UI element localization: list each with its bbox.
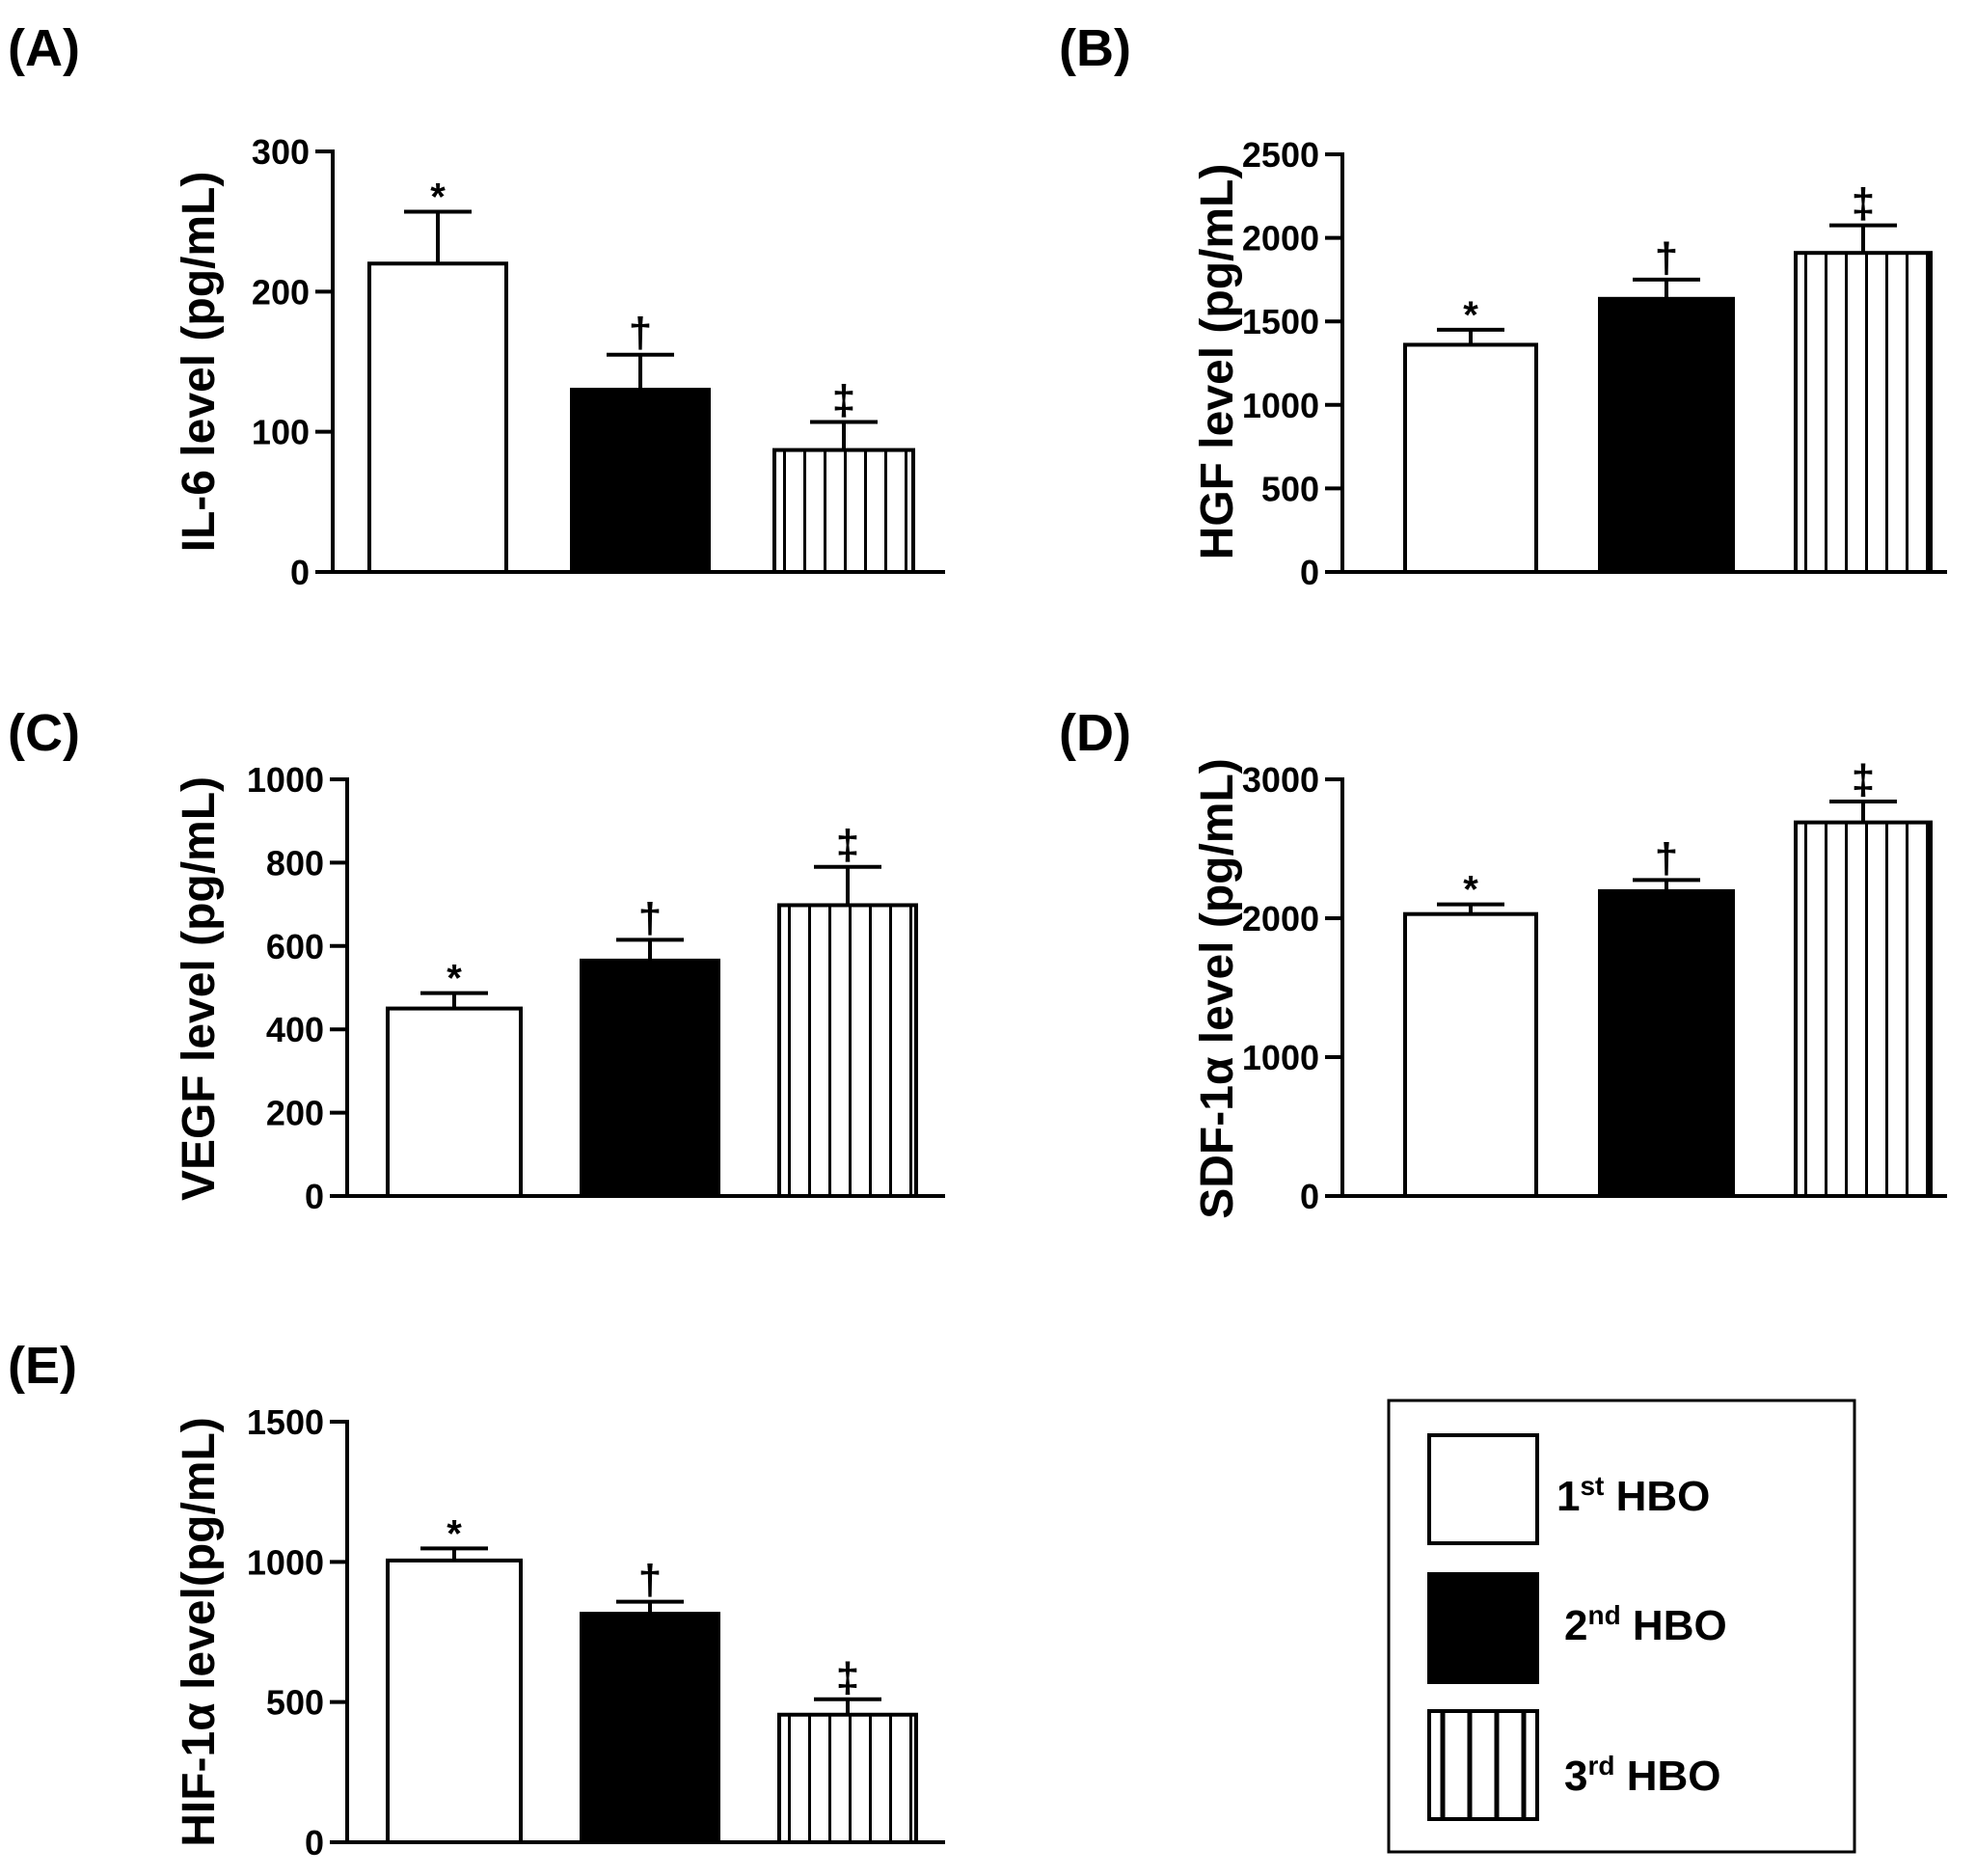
bar-3rd [1794,820,1933,1198]
legend-label-1st: 1st HBO [1556,1471,1710,1520]
bar-2nd [1598,888,1735,1198]
panel-label: (E) [8,1337,77,1395]
significance-dagger: † [1655,234,1678,282]
y-axis-label: SDF-1α level (pg/mL) [1192,758,1243,1219]
bar-2nd [570,388,711,575]
y-axis-label: HGF level (pg/mL) [1192,164,1243,560]
y-tick-label: 1500 [1242,302,1319,341]
y-tick-label: 1000 [247,760,324,800]
legend: 1st HBO 2nd HBO 3rd HBO [1387,1399,1856,1854]
y-tick-label: 1000 [1242,386,1319,425]
significance-double-dagger: ‡ [1852,180,1875,228]
significance-asterisk: * [447,958,462,1000]
legend-swatch-3rd [1427,1709,1539,1821]
chart-panel-a: (A) IL-6 level (pg/mL) 0 100 200 300 * † ‡ [8,19,945,592]
y-tick-label: 1000 [247,1542,324,1582]
y-tick-label: 300 [252,132,310,172]
significance-dagger: † [629,310,652,357]
bar-3rd [777,1712,918,1845]
significance-asterisk: * [430,176,446,218]
y-tick-label: 1500 [247,1402,324,1442]
significance-dagger: † [638,1557,662,1604]
panel-label: (B) [1059,19,1131,77]
bar-3rd [777,903,918,1198]
y-tick-label: 500 [1261,469,1319,508]
bar-1st [386,1558,523,1844]
significance-double-dagger: ‡ [1852,756,1875,803]
y-tick-label: 0 [1300,1177,1319,1216]
legend-swatch-2nd [1427,1572,1539,1684]
y-tick-label: 100 [252,413,310,452]
panel-label: (C) [8,704,80,762]
panel-label: (D) [1059,704,1131,762]
bar-1st [1403,911,1538,1198]
y-tick-label: 0 [305,1823,324,1862]
bar-1st [1403,342,1538,574]
y-tick-label: 200 [266,1094,324,1133]
bar-2nd [580,958,720,1198]
chart-panel-b: (B) HGF level (pg/mL) 0 500 1000 1500 2000 2500… [1059,19,1947,592]
significance-double-dagger: ‡ [836,1654,859,1701]
legend-swatch-1st [1427,1433,1539,1545]
panel-label: (A) [8,19,80,77]
significance-double-dagger: ‡ [832,376,855,423]
y-tick-label: 600 [266,927,324,966]
y-tick-label: 0 [290,553,310,592]
y-axis-label: VEGF level (pg/mL) [174,776,225,1201]
bar-2nd [1598,296,1735,574]
chart-panel-e: (E) HIF-1α level(pg/mL) 0 500 1000 1500 * † ‡ [8,1337,945,1862]
bar-2nd [580,1612,720,1845]
y-tick-label: 800 [266,843,324,883]
y-tick-label: 2500 [1242,135,1319,175]
bar-3rd [772,448,915,574]
significance-dagger: † [638,894,662,941]
bar-3rd [1794,251,1933,574]
y-tick-label: 400 [266,1010,324,1049]
y-tick-label: 500 [266,1683,324,1723]
y-tick-label: 3000 [1242,760,1319,800]
y-tick-label: 0 [1300,553,1319,592]
significance-double-dagger: ‡ [836,822,859,869]
legend-label-2nd: 2nd HBO [1564,1600,1727,1649]
chart-panel-c: (C) VEGF level (pg/mL) 0 200 400 600 800 1000 * †… [8,704,945,1216]
y-tick-label: 2000 [1242,899,1319,938]
y-axis-label: HIF-1α level(pg/mL) [174,1417,225,1847]
y-tick-label: 2000 [1242,219,1319,258]
y-tick-label: 200 [252,272,310,312]
significance-asterisk: * [1463,869,1478,911]
y-tick-label: 1000 [1242,1038,1319,1077]
y-tick-label: 0 [305,1177,324,1216]
significance-dagger: † [1655,834,1678,882]
legend-label-3rd: 3rd HBO [1564,1751,1720,1800]
significance-asterisk: * [447,1512,462,1555]
bar-1st [386,1006,523,1198]
significance-asterisk: * [1463,294,1478,337]
chart-panel-d: (D) SDF-1α level (pg/mL) 0 1000 2000 3000 * † ‡ [1059,704,1947,1219]
y-axis-label: IL-6 level (pg/mL) [174,172,225,553]
bar-1st [367,261,508,574]
